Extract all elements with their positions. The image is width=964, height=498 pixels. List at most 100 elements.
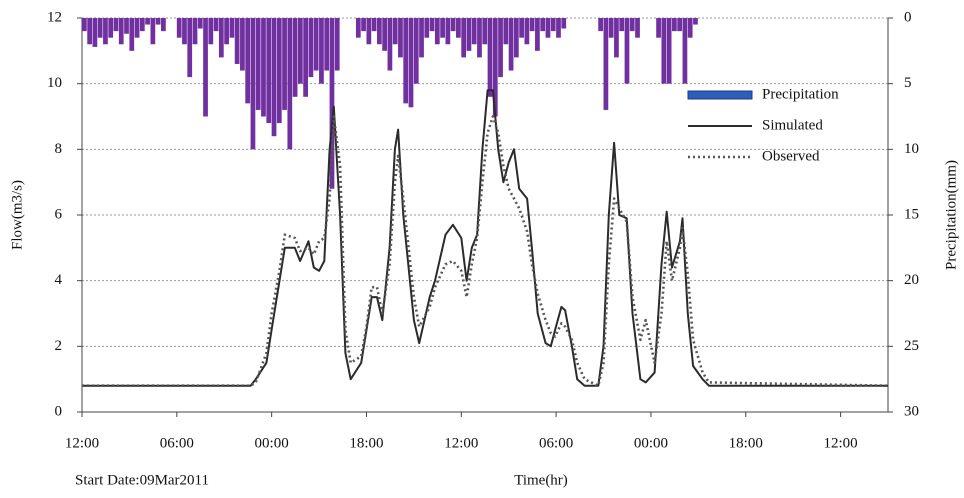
precip-bar: [492, 18, 498, 117]
precip-bar: [682, 18, 688, 84]
legend-swatch: [687, 90, 753, 100]
precip-bar: [508, 18, 514, 71]
x-tick-label: 18:00: [729, 435, 763, 451]
x-tick-label: 18:00: [349, 435, 383, 451]
x-tick-label: 12:00: [824, 435, 858, 451]
precip-bar: [608, 18, 614, 38]
precip-bar: [303, 18, 308, 97]
precip-bar: [324, 18, 330, 71]
precip-bar: [398, 18, 403, 58]
x-tick-label: 00:00: [634, 435, 668, 451]
precip-bar: [245, 18, 251, 104]
precip-bar: [687, 18, 693, 38]
precip-bar: [545, 18, 551, 38]
precip-bar: [250, 18, 256, 150]
y-tick-label: 0: [55, 403, 63, 419]
y2-tick-label: 0: [904, 9, 912, 25]
x-tick-label: 12:00: [444, 435, 478, 451]
y2-tick-label: 5: [904, 75, 912, 91]
precip-bar: [693, 18, 698, 25]
y2-tick-label: 10: [904, 141, 919, 157]
precip-bar: [540, 18, 546, 32]
precip-bar: [498, 18, 503, 78]
precip-bar: [308, 18, 314, 78]
precip-bar: [519, 18, 524, 38]
precip-bar: [529, 18, 535, 32]
y-tick-label: 6: [55, 206, 63, 222]
precip-bar: [276, 18, 282, 124]
legend-label: Simulated: [762, 117, 823, 133]
precip-bar: [113, 18, 119, 32]
precip-bar: [677, 18, 683, 32]
precip-bar: [192, 18, 198, 45]
x-axis-label: Time(hr): [514, 472, 568, 488]
precip-bar: [287, 18, 293, 150]
precip-bar: [471, 18, 477, 45]
precip-bar: [218, 18, 224, 58]
precip-bar: [603, 18, 609, 110]
y2-axis-label: Precipitation(mm): [943, 160, 959, 270]
precip-bar: [550, 18, 556, 32]
precip-bar: [392, 18, 398, 45]
precip-bar: [656, 18, 661, 38]
legend-label: Precipitation: [762, 86, 839, 102]
precip-bar: [503, 18, 509, 45]
x-tick-label: 12:00: [65, 435, 99, 451]
precip-bar: [108, 18, 114, 38]
precip-bar: [355, 18, 361, 38]
precip-bar: [382, 18, 388, 51]
precip-bar: [361, 18, 366, 32]
precip-bar: [145, 18, 150, 25]
x-tick-label: 00:00: [255, 435, 289, 451]
precip-bar: [614, 18, 619, 58]
precip-bar: [182, 18, 187, 45]
precip-bar: [155, 18, 161, 25]
y2-tick-label: 25: [904, 338, 919, 354]
precip-bar: [629, 18, 635, 32]
precip-bar: [482, 18, 488, 45]
precip-bar: [87, 18, 93, 45]
precip-bar: [224, 18, 229, 45]
precip-bar: [118, 18, 124, 45]
flow-line: [82, 89, 888, 387]
precip-bar: [535, 18, 540, 51]
precip-bar: [524, 18, 530, 45]
precip-bar: [208, 18, 214, 45]
precip-bar: [197, 18, 203, 29]
precip-bar: [161, 18, 166, 32]
precip-bar: [297, 18, 303, 84]
precip-bar: [487, 18, 493, 97]
precip-bar: [450, 18, 456, 32]
precip-bar: [92, 18, 98, 47]
precip-bar: [234, 18, 240, 64]
precip-bar: [371, 18, 377, 32]
y-tick-label: 8: [55, 141, 63, 157]
precip-bar: [134, 18, 140, 38]
precip-bar: [329, 18, 335, 189]
precip-bar: [377, 18, 382, 45]
precip-bar: [366, 18, 372, 45]
precip-bar: [419, 18, 424, 58]
precip-bar: [672, 18, 677, 32]
y2-tick-label: 20: [904, 272, 919, 288]
precip-bar: [456, 18, 461, 38]
precip-bar: [82, 18, 87, 32]
precip-bar: [619, 18, 625, 32]
precip-bar: [445, 18, 451, 45]
start-date-annotation: Start Date:09Mar2011: [75, 472, 209, 488]
y-tick-label: 12: [47, 9, 62, 25]
precip-bar: [477, 18, 482, 58]
precip-bar: [150, 18, 156, 45]
precip-bar: [203, 18, 208, 117]
precip-bar: [513, 18, 519, 58]
legend-label: Observed: [762, 148, 820, 164]
precip-bar: [429, 18, 435, 32]
precip-bar: [466, 18, 472, 51]
precip-bar: [261, 18, 266, 117]
y2-tick-label: 30: [904, 403, 919, 419]
precip-bar: [408, 18, 414, 108]
precip-bar: [187, 18, 193, 78]
precip-bar: [624, 18, 630, 84]
precip-bar: [129, 18, 135, 51]
y-tick-label: 2: [55, 338, 63, 354]
